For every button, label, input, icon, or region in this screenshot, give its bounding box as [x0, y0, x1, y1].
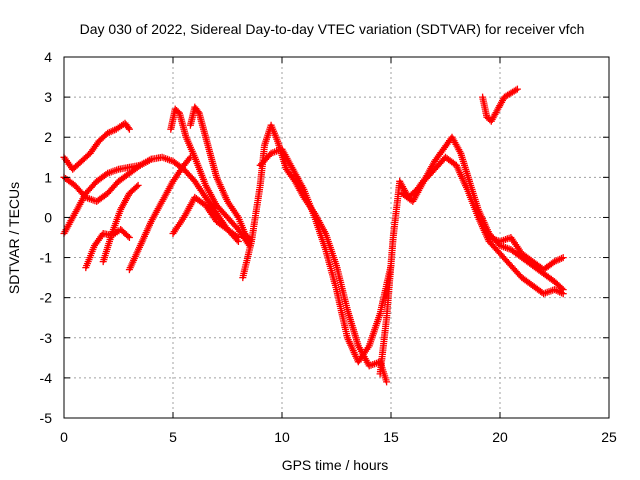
- chart-title: Day 030 of 2022, Sidereal Day-to-day VTE…: [80, 21, 585, 37]
- series-points: [99, 181, 142, 266]
- series-points: [167, 105, 253, 249]
- y-tick-label: 0: [44, 209, 52, 225]
- y-tick-label: -4: [40, 370, 53, 386]
- x-axis-label: GPS time / hours: [282, 457, 389, 473]
- series-points: [376, 133, 567, 378]
- y-tick-label: -5: [40, 410, 53, 426]
- series-sat-k: [256, 145, 395, 366]
- series-points: [60, 119, 133, 173]
- series-sat-m: [398, 153, 567, 298]
- series-sat-n: [485, 234, 567, 274]
- x-tick-label: 20: [492, 429, 508, 445]
- x-tick-label: 5: [169, 429, 177, 445]
- series-sat-e: [99, 181, 142, 266]
- series-sat-g: [167, 105, 253, 249]
- data-marks: [60, 85, 567, 386]
- x-tick-label: 10: [274, 429, 290, 445]
- y-tick-label: 4: [44, 49, 52, 65]
- series-points: [398, 153, 567, 298]
- y-tick-label: -3: [40, 330, 53, 346]
- series-points: [256, 145, 395, 366]
- y-tick-label: 2: [44, 129, 52, 145]
- y-tick-label: -1: [40, 250, 53, 266]
- series-points: [125, 153, 194, 274]
- x-tick-labels: 0 5 10 15 20 25: [60, 429, 617, 445]
- series-points: [186, 103, 255, 245]
- series-sat-l: [376, 133, 567, 378]
- y-tick-labels: -5 -4 -3 -2 -1 0 1 2 3 4: [40, 49, 53, 426]
- series-points: [485, 234, 567, 274]
- y-tick-label: 3: [44, 89, 52, 105]
- y-axis-label: SDTVAR / TECUs: [6, 182, 22, 294]
- series-sat-o: [479, 85, 521, 125]
- y-tick-label: 1: [44, 169, 52, 185]
- series-sat-f: [125, 153, 194, 274]
- x-tick-label: 25: [601, 429, 617, 445]
- plot-frame: [63, 56, 610, 419]
- series-sat-h: [186, 103, 255, 245]
- series-sat-a: [60, 119, 133, 173]
- series-points: [479, 85, 521, 125]
- y-tick-label: -2: [40, 290, 53, 306]
- tick-marks: [63, 56, 610, 419]
- x-tick-label: 0: [60, 429, 68, 445]
- x-tick-label: 15: [383, 429, 399, 445]
- series-points: [169, 193, 242, 241]
- series-sat-i: [169, 193, 242, 241]
